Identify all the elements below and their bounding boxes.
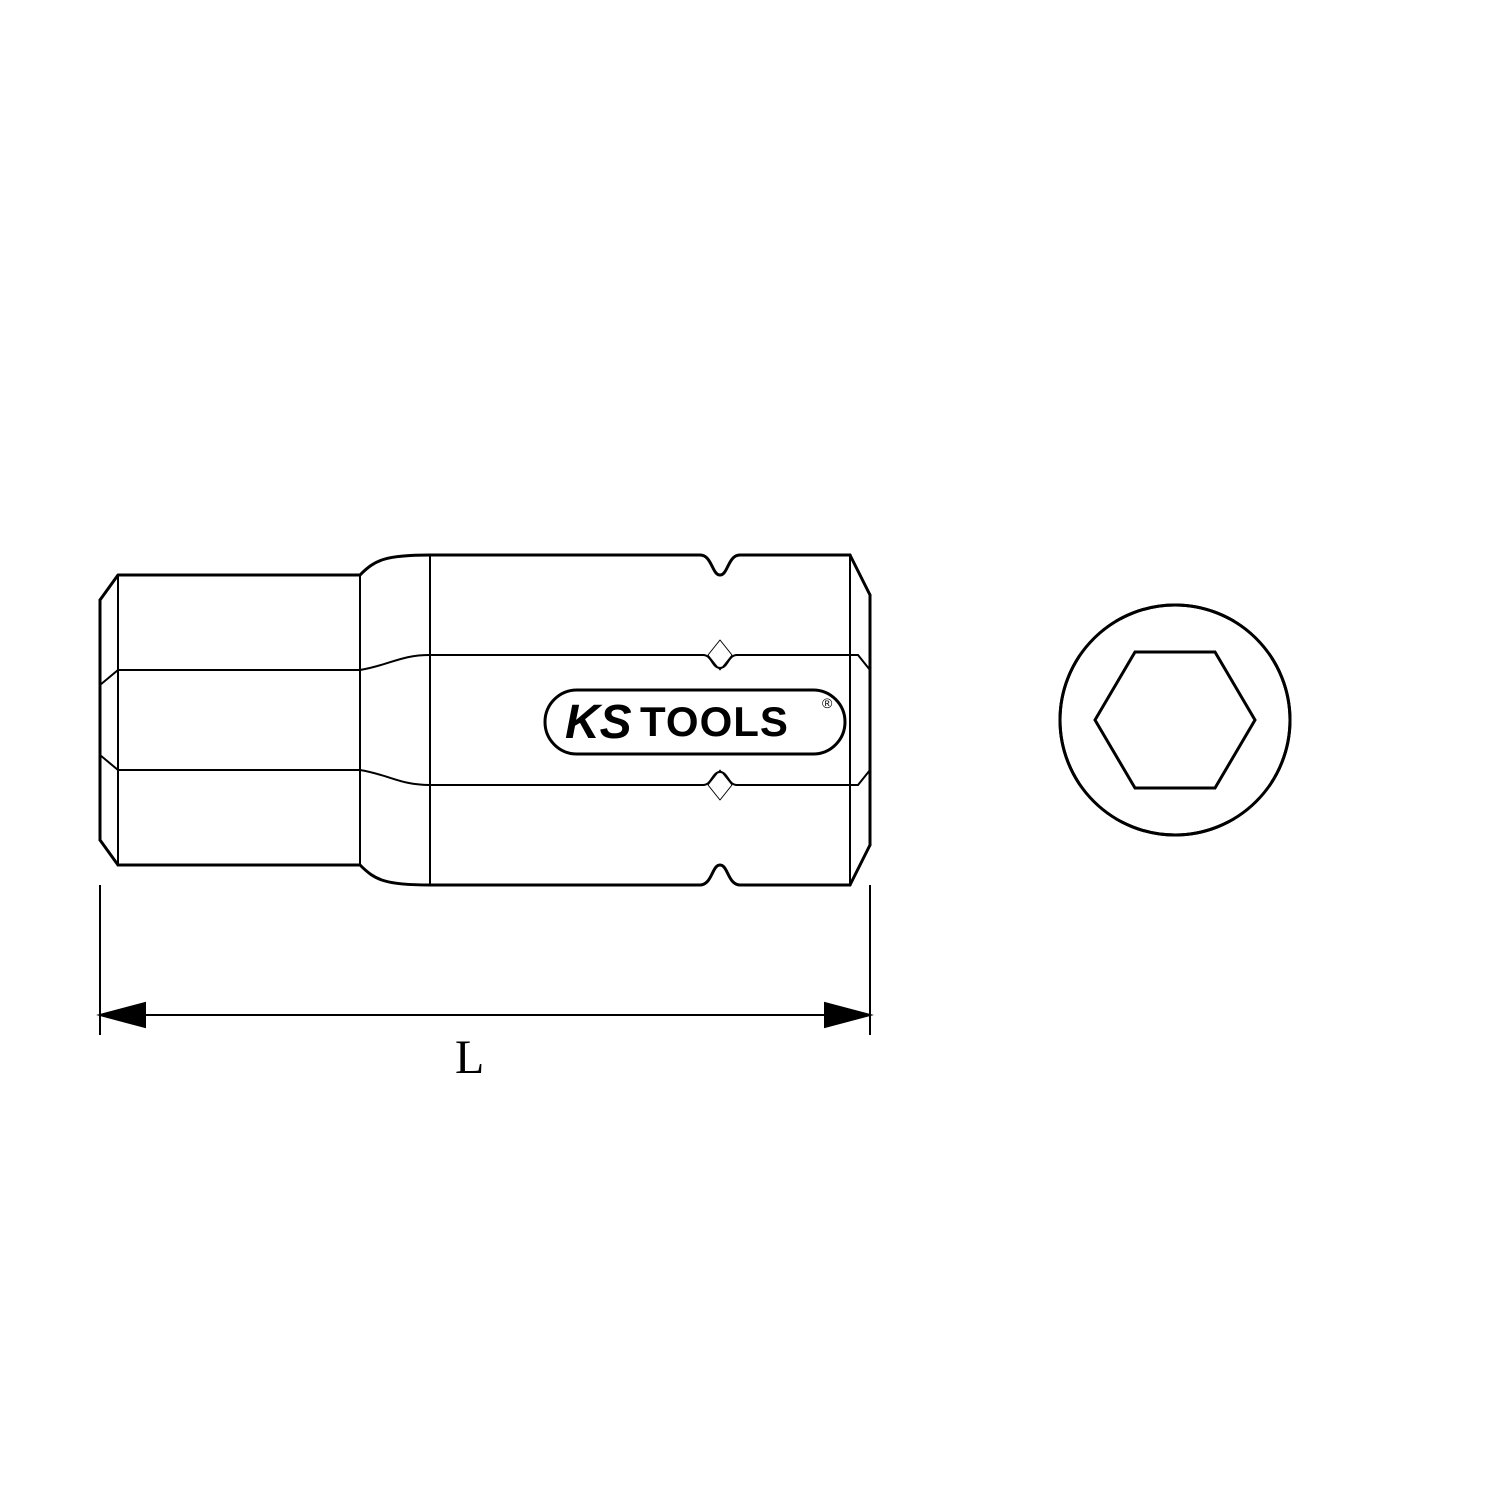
ks-tools-logo: KS TOOLS ® <box>545 690 845 754</box>
logo-ks-text: KS <box>565 696 632 749</box>
dimension-label-L: L <box>455 1030 484 1085</box>
logo-tools-text: TOOLS <box>640 698 789 745</box>
logo-trademark: ® <box>822 695 833 711</box>
drawing-svg: KS TOOLS ® <box>0 0 1500 1500</box>
diagram-canvas: KS TOOLS ® L <box>0 0 1500 1500</box>
bit-end-view-hex <box>1080 620 1270 820</box>
